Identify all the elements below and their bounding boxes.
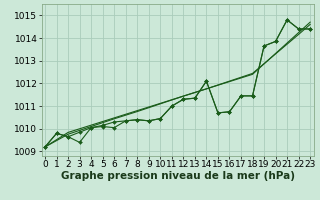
X-axis label: Graphe pression niveau de la mer (hPa): Graphe pression niveau de la mer (hPa) <box>60 171 295 181</box>
